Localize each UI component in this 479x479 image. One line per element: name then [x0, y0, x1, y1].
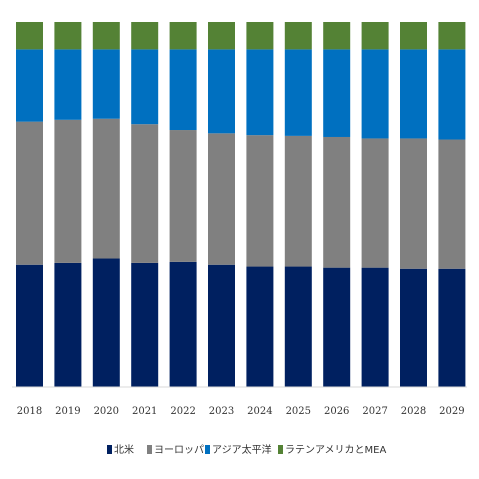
bar-segment-2018-s1 — [16, 121, 43, 265]
legend-swatch — [107, 445, 112, 454]
bar-segment-2025-s3 — [284, 22, 312, 50]
bar-segment-2028-s0 — [400, 268, 427, 387]
x-tick-label: 2019 — [55, 406, 80, 417]
bar-segment-2022-s0 — [169, 261, 197, 387]
x-tick-label: 2029 — [439, 406, 464, 417]
legend-label: ヨーロッパ — [154, 444, 204, 456]
bar-segment-2029-s0 — [438, 268, 466, 387]
legend-item-1: ヨーロッパ — [147, 444, 204, 456]
bar-segment-2029-s3 — [438, 22, 466, 50]
bar-segment-2029-s1 — [438, 139, 466, 269]
legend-swatch — [278, 445, 283, 454]
bar-segment-2021-s1 — [131, 124, 159, 263]
bar-segment-2025-s1 — [284, 135, 312, 267]
bar-segment-2022-s3 — [169, 22, 197, 50]
x-tick-label: 2023 — [209, 406, 234, 417]
bar-segment-2020-s2 — [92, 49, 120, 119]
bar-segment-2021-s0 — [131, 262, 159, 387]
bar-segment-2028-s1 — [400, 138, 427, 269]
bar-segment-2020-s0 — [92, 258, 120, 387]
bar-segment-2028-s3 — [400, 22, 427, 50]
bar-segment-2019-s0 — [54, 262, 82, 387]
bar-segment-2019-s3 — [54, 22, 82, 50]
bar-segment-2019-s1 — [54, 119, 82, 263]
x-tick-label: 2021 — [132, 406, 157, 417]
bar-segment-2022-s1 — [169, 130, 197, 262]
bar-segment-2026-s0 — [323, 267, 351, 387]
x-tick-label: 2022 — [170, 406, 195, 417]
legend-label: ラテンアメリカとMEA — [285, 444, 386, 456]
legend-item-0: 北米 — [107, 443, 134, 456]
bar-segment-2027-s3 — [361, 22, 389, 50]
bar-segment-2021-s2 — [131, 49, 159, 125]
bar-segment-2023-s1 — [208, 133, 235, 265]
x-tick-label: 2024 — [247, 406, 272, 417]
x-tick-label: 2027 — [362, 406, 387, 417]
bar-segment-2026-s3 — [323, 22, 351, 50]
legend-label: アジア太平洋 — [212, 443, 272, 456]
x-tick-label: 2018 — [17, 406, 42, 417]
bar-segment-2025-s0 — [284, 266, 312, 387]
legend-label: 北米 — [114, 443, 134, 456]
legend-swatch — [147, 445, 152, 454]
x-tick-label: 2028 — [401, 406, 426, 417]
bar-segment-2023-s0 — [208, 264, 235, 387]
x-tick-labels: 2018 2019 2020 2021 2022 2023 2024 2025 2026 2027… — [17, 406, 465, 417]
bar-segment-2025-s2 — [284, 49, 312, 136]
bar-segment-2023-s2 — [208, 49, 235, 134]
x-tick-label: 2020 — [94, 406, 119, 417]
legend: 北米 ヨーロッパ アジア太平洋 ラテンアメリカとMEA — [107, 443, 386, 456]
legend-swatch — [205, 445, 210, 454]
bar-segment-2024-s2 — [246, 49, 274, 136]
bar-segment-2024-s3 — [246, 22, 274, 50]
bar-segment-2023-s3 — [208, 22, 235, 50]
bar-segment-2027-s0 — [361, 267, 389, 387]
bar-segment-2022-s2 — [169, 49, 197, 131]
bar-segment-2018-s0 — [16, 264, 43, 387]
bar-segment-2020-s3 — [92, 22, 120, 50]
bar-segment-2018-s3 — [16, 22, 43, 50]
bar-segment-2024-s0 — [246, 266, 274, 387]
bar-segment-2021-s3 — [131, 22, 159, 50]
bar-segment-2028-s2 — [400, 49, 427, 139]
x-tick-label: 2026 — [324, 406, 349, 417]
bar-segment-2020-s1 — [92, 118, 120, 259]
bar-segment-2018-s2 — [16, 49, 43, 122]
x-tick-label: 2025 — [286, 406, 311, 417]
bar-segment-2019-s2 — [54, 49, 82, 120]
bars-group — [16, 22, 466, 387]
bar-segment-2024-s1 — [246, 135, 274, 267]
bar-segment-2027-s1 — [361, 138, 389, 268]
bar-segment-2026-s2 — [323, 49, 351, 137]
legend-item-2: アジア太平洋 — [205, 443, 272, 456]
bar-segment-2026-s1 — [323, 136, 351, 268]
legend-item-3: ラテンアメリカとMEA — [278, 444, 386, 456]
bar-segment-2029-s2 — [438, 49, 466, 140]
bar-segment-2027-s2 — [361, 49, 389, 139]
